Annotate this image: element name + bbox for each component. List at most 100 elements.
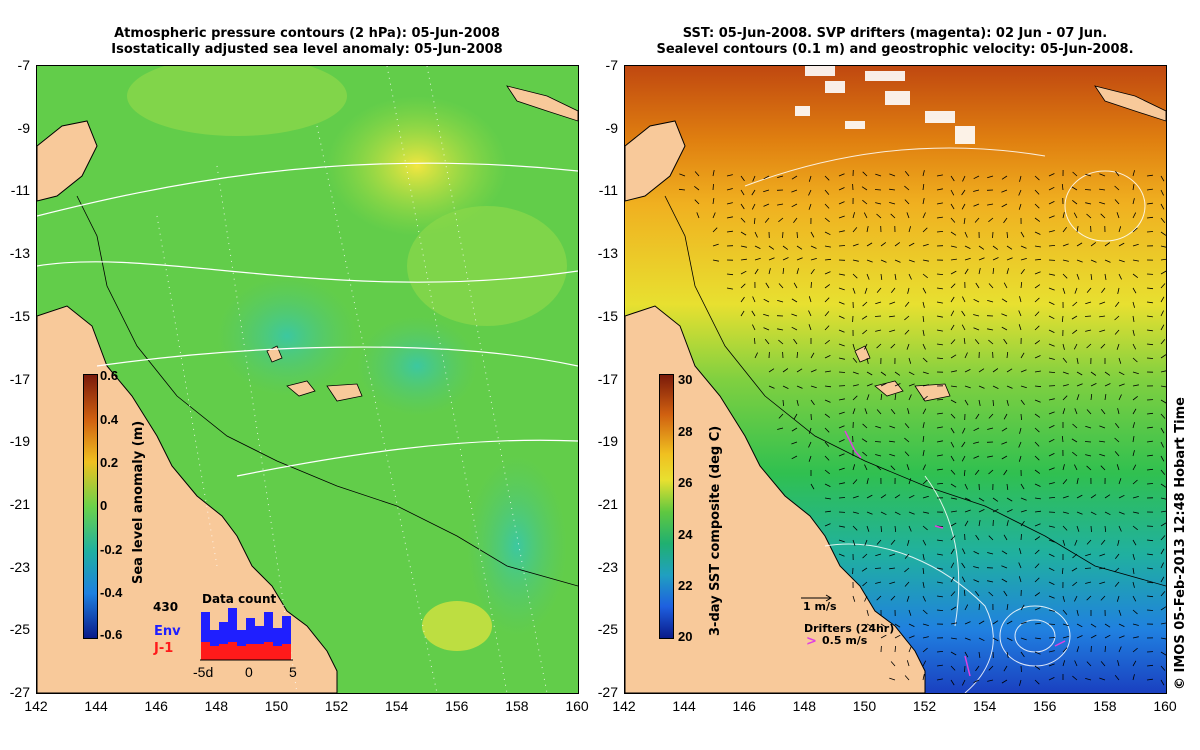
velocity-arrow [1146, 567, 1153, 570]
velocity-arrow [880, 623, 887, 628]
velocity-arrow [808, 189, 812, 196]
velocity-arrow [791, 189, 798, 193]
velocity-arrow [740, 231, 747, 236]
velocity-arrow [922, 273, 928, 279]
velocity-arrow [922, 595, 926, 602]
velocity-arrow [1099, 453, 1106, 457]
velocity-arrow [1048, 215, 1055, 219]
velocity-arrow [1076, 394, 1080, 401]
velocity-arrow [1118, 609, 1122, 616]
velocity-arrow [1086, 595, 1092, 601]
velocity-arrow [1062, 511, 1069, 514]
velocity-arrow [1118, 623, 1125, 627]
velocity-arrow [890, 539, 896, 545]
velocity-arrow [791, 313, 798, 317]
velocity-arrow [950, 231, 957, 236]
velocity-arrow [1160, 535, 1166, 541]
velocity-arrow [880, 634, 887, 639]
velocity-arrow [1001, 441, 1008, 445]
velocity-arrow [904, 451, 910, 457]
velocity-arrow [1160, 189, 1164, 196]
left-xtick: 156 [445, 698, 469, 714]
velocity-arrow [904, 567, 910, 573]
velocity-arrow [875, 301, 882, 305]
velocity-arrow [861, 186, 868, 191]
velocity-arrow [1099, 425, 1106, 429]
velocity-arrow [1132, 212, 1137, 219]
sst-map-svg [625, 66, 1166, 693]
velocity-arrow [1160, 455, 1165, 462]
velocity-arrow [1090, 393, 1093, 401]
velocity-arrow [890, 213, 896, 219]
velocity-arrow [963, 338, 966, 345]
velocity-arrow [740, 203, 745, 210]
velocity-arrow [1090, 242, 1097, 247]
velocity-arrow [1048, 186, 1055, 191]
velocity-arrow [852, 287, 856, 294]
velocity-arrow [1076, 646, 1080, 653]
velocity-arrow [950, 203, 955, 210]
velocity-arrow [964, 352, 968, 359]
sla-cbar-tick-2: 0.2 [100, 455, 119, 470]
velocity-arrow [880, 371, 887, 376]
velocity-arrow [1034, 523, 1041, 527]
velocity-arrow [1132, 511, 1139, 514]
velocity-arrow [936, 343, 943, 346]
velocity-arrow [824, 497, 831, 500]
velocity-arrow [1146, 664, 1154, 667]
velocity-arrow [791, 427, 798, 432]
velocity-arrow [1018, 203, 1022, 210]
velocity-arrow [1048, 173, 1055, 177]
velocity-arrow [974, 469, 980, 475]
velocity-arrow [1104, 242, 1111, 247]
velocity-arrow [964, 257, 971, 261]
velocity-arrow [1034, 665, 1041, 670]
velocity-arrow [1160, 217, 1166, 223]
velocity-arrow [1076, 623, 1083, 628]
velocity-arrow [1090, 371, 1097, 376]
velocity-arrow [1132, 243, 1139, 247]
velocity-arrow [864, 595, 868, 602]
velocity-arrow [908, 394, 912, 401]
velocity-arrow [890, 595, 896, 601]
velocity-arrow [950, 245, 957, 248]
velocity-arrow [1034, 483, 1041, 487]
velocity-arrow [796, 351, 798, 359]
velocity-arrow [1076, 226, 1079, 233]
velocity-arrow [1048, 230, 1055, 233]
velocity-arrow [973, 455, 980, 459]
velocity-arrow [1034, 370, 1041, 373]
drifters-label: Drifters (24hr) [804, 622, 895, 635]
velocity-arrow [1001, 679, 1008, 684]
left-ytick: -25 [9, 621, 30, 638]
velocity-arrow [908, 371, 915, 376]
velocity-arrow [987, 203, 994, 206]
velocity-arrow [696, 212, 700, 219]
velocity-arrow [876, 213, 882, 219]
right-title-line2: Sealevel contours (0.1 m) and geostrophi… [656, 42, 1134, 57]
velocity-arrow [1034, 651, 1041, 655]
velocity-arrow [950, 522, 957, 527]
velocity-arrow [1146, 609, 1154, 611]
velocity-arrow [1061, 183, 1064, 191]
velocity-arrow [824, 311, 830, 317]
velocity-arrow [922, 553, 925, 560]
velocity-arrow [1085, 173, 1092, 177]
velocity-arrow [1034, 637, 1041, 640]
velocity-arrow [1086, 465, 1092, 471]
velocity-arrow [1114, 199, 1120, 205]
velocity-arrow [740, 310, 745, 317]
velocity-arrow [852, 408, 856, 415]
velocity-arrow [808, 203, 812, 210]
velocity-arrow [992, 399, 994, 407]
velocity-arrow [1104, 511, 1111, 516]
velocity-arrow [1074, 595, 1078, 602]
velocity-arrow [824, 189, 830, 195]
velocity-arrow [974, 339, 980, 345]
velocity-arrow [908, 646, 912, 653]
right-ytick: -17 [597, 370, 618, 387]
velocity-arrow [1084, 441, 1092, 443]
velocity-arrow [838, 539, 845, 543]
velocity-arrow [950, 296, 955, 303]
velocity-arrow [764, 339, 770, 345]
